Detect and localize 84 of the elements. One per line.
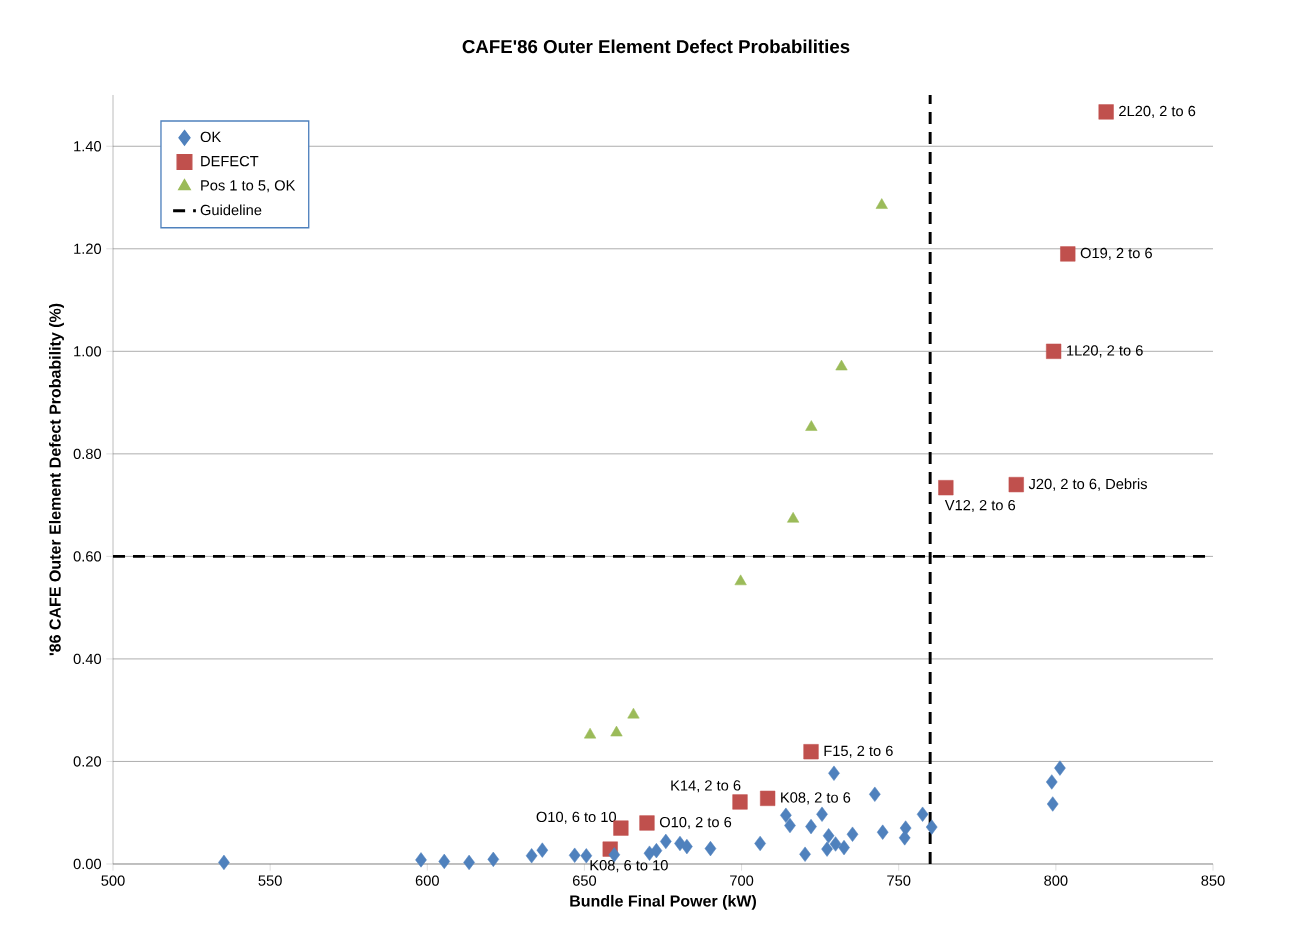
point [803,744,819,760]
point [536,842,549,858]
point [584,727,597,739]
point [681,838,693,855]
point [938,480,954,496]
point [613,820,629,836]
y-tick-label: 0.80 [73,448,102,460]
annotation: F15, 2 to 6 [824,745,893,758]
point [898,830,911,846]
point [487,851,500,867]
x-tick-label: 700 [730,875,754,886]
annotation: O10, 6 to 10 [536,811,617,824]
annotation: J20, 2 to 6, Debris [1028,478,1147,491]
point [875,198,888,209]
point [438,853,451,870]
point [650,843,663,859]
point [835,359,848,371]
point [846,826,859,842]
point [816,806,828,822]
y-tick-label: 1.40 [74,141,102,152]
point [525,848,538,864]
annotation: O10, 2 to 6 [659,816,732,830]
point [760,790,776,806]
point [610,725,623,737]
x-tick-label: 600 [415,875,439,886]
point [568,847,581,863]
y-tick-label: 0.20 [73,756,102,767]
point [869,786,881,802]
point [838,839,850,856]
chart-title: CAFE'86 Outer Element Defect Probabilities [462,39,850,54]
annotation: K14, 2 to 6 [671,780,741,793]
point [1046,343,1062,359]
legend-label: OK [200,131,222,143]
x-tick-label: 750 [887,875,911,886]
x-tick-label: 800 [1044,875,1068,886]
x-tick-label: 650 [572,875,597,886]
x-tick-label: 550 [258,875,282,886]
point [805,818,817,835]
x-tick-label: 500 [101,875,125,886]
y-tick-label: 0.40 [73,653,102,665]
point [1046,796,1059,812]
point [925,819,938,835]
point [787,512,800,523]
point [1054,760,1066,776]
legend-label: Pos 1 to 5, OK [201,180,296,193]
annotation: 1L20, 2 to 6 [1067,345,1143,358]
point [916,806,929,822]
legend-label: Guideline [200,204,262,216]
y-axis-title: '86 CAFE Outer Element Defect Probability (%) [49,303,64,656]
point [805,420,818,431]
point [1046,774,1058,790]
x-axis-title: Bundle Final Power (kW) [570,894,756,910]
point [1098,104,1114,120]
y-tick-label: 0.00 [73,858,102,870]
annotation: K08, 2 to 6 [781,792,851,805]
point [732,794,748,810]
point [463,854,475,871]
point [822,828,835,844]
y-tick-label: 1.00 [74,346,102,357]
annotation: V12, 2 to 6 [944,499,1016,513]
point [1008,477,1024,493]
annotation: O19, 2 to 6 [1080,247,1152,260]
point [821,841,833,857]
point [1060,246,1076,262]
point [754,835,766,852]
point [876,824,889,840]
point [828,765,840,781]
legend-label: DEFECT [201,155,259,167]
point [734,574,747,586]
annotation: K08, 6 to 10 [590,860,668,873]
point [704,841,717,857]
point [780,807,792,823]
y-tick-label: 1.20 [74,243,102,254]
y-tick-label: 0.60 [73,551,102,562]
annotation: 2L20, 2 to 6 [1119,105,1196,118]
point [627,707,640,719]
point [829,836,842,852]
x-tick-label: 850 [1201,875,1225,886]
point [784,817,796,834]
point [799,846,811,862]
point [639,815,655,831]
point [218,854,230,871]
point [660,833,672,850]
point [415,852,427,868]
